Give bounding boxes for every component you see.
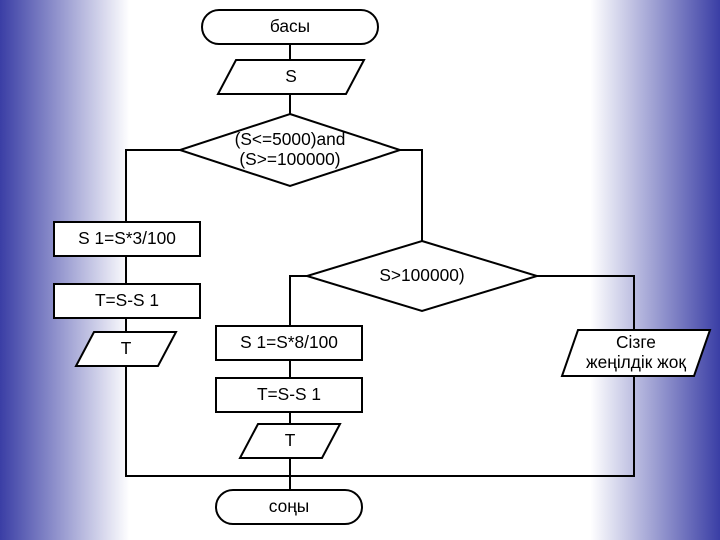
node-input_s: [218, 60, 364, 94]
node-out_t1: [76, 332, 176, 366]
node-msg: [562, 330, 710, 376]
flowchart-svg: [0, 0, 720, 540]
node-end: [216, 490, 362, 524]
node-p1: [54, 222, 200, 256]
node-p2: [54, 284, 200, 318]
flowchart-canvas: басыS(S<=5000)and (S>=100000)S 1=S*3/100…: [0, 0, 720, 540]
node-p4: [216, 378, 362, 412]
node-p3: [216, 326, 362, 360]
node-start: [202, 10, 378, 44]
node-out_t2: [240, 424, 340, 458]
